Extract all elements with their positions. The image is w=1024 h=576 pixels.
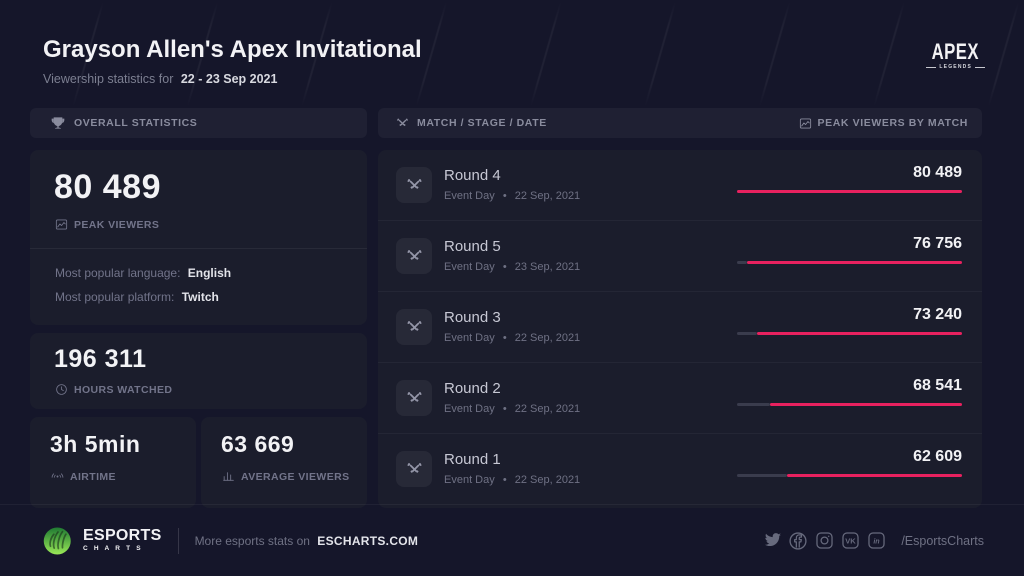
svg-text:VK: VK — [845, 537, 856, 546]
svg-text:in: in — [873, 538, 880, 546]
